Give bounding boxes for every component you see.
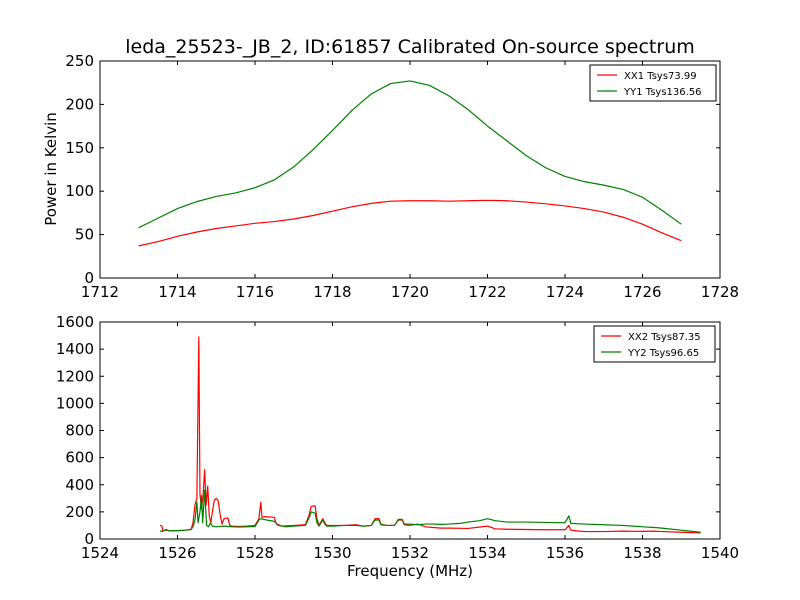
x-tick-label: 1724 — [546, 283, 584, 301]
series-line-yy — [159, 489, 701, 533]
y-tick-label: 50 — [75, 226, 94, 244]
legend-label: XX2 Tsys87.35 — [628, 332, 701, 343]
y-axis-label: Power in Kelvin — [42, 112, 60, 226]
y-tick-label: 200 — [65, 95, 94, 113]
x-tick-label: 1712 — [81, 283, 119, 301]
legend-label: YY2 Tsys96.65 — [627, 348, 699, 359]
y-tick-label: 0 — [84, 530, 94, 548]
y-tick-label: 800 — [65, 422, 94, 440]
legend-label: XX1 Tsys73.99 — [624, 71, 697, 82]
x-tick-label: 1728 — [701, 283, 739, 301]
x-tick-label: 1536 — [546, 544, 584, 562]
x-tick-label: 1722 — [468, 283, 506, 301]
x-tick-label: 1716 — [236, 283, 274, 301]
y-tick-label: 400 — [65, 476, 94, 494]
x-tick-label: 1526 — [158, 544, 196, 562]
x-axis-label: Frequency (MHz) — [347, 562, 473, 580]
x-tick-label: 1714 — [158, 283, 196, 301]
series-line-xx — [138, 199, 682, 247]
legend: XX1 Tsys73.99 YY1 Tsys136.56 — [589, 64, 717, 102]
x-tick-label: 1532 — [391, 544, 429, 562]
x-tick-label: 1720 — [391, 283, 429, 301]
legend-box — [589, 64, 717, 102]
y-tick-label: 600 — [65, 449, 94, 467]
legend-label: YY1 Tsys136.56 — [623, 87, 702, 98]
x-tick-label: 1538 — [623, 544, 661, 562]
legend-box — [593, 325, 716, 363]
x-tick-label: 1540 — [701, 544, 739, 562]
x-tick-label: 1718 — [313, 283, 351, 301]
y-tick-label: 0 — [84, 269, 94, 287]
legend: XX2 Tsys87.35 YY2 Tsys96.65 — [593, 325, 716, 363]
series-line-xx — [159, 336, 701, 534]
x-tick-label: 1528 — [236, 544, 274, 562]
y-tick-label: 1000 — [56, 394, 94, 412]
series-line-yy — [138, 80, 682, 229]
y-tick-label: 200 — [65, 503, 94, 521]
x-tick-label: 1726 — [623, 283, 661, 301]
x-tick-label: 1530 — [313, 544, 351, 562]
x-tick-label: 1524 — [81, 544, 119, 562]
top-chart-panel: 1712 1714 1716 1718 1720 1722 1724 1726 1728 0 50 1… — [65, 52, 739, 301]
chart-title: leda_25523-_JB_2, ID:61857 Calibrated On… — [125, 36, 695, 58]
x-tick-label: 1534 — [468, 544, 506, 562]
y-tick-label: 1600 — [56, 313, 94, 331]
y-tick-label: 1200 — [56, 367, 94, 385]
y-tick-label: 100 — [65, 182, 94, 200]
y-tick-label: 150 — [65, 139, 94, 157]
bottom-chart-panel: 1524 1526 1528 1530 1532 1534 1536 1538 1540 0 200… — [56, 313, 739, 562]
y-tick-label: 250 — [65, 52, 94, 70]
y-tick-label: 1400 — [56, 340, 94, 358]
